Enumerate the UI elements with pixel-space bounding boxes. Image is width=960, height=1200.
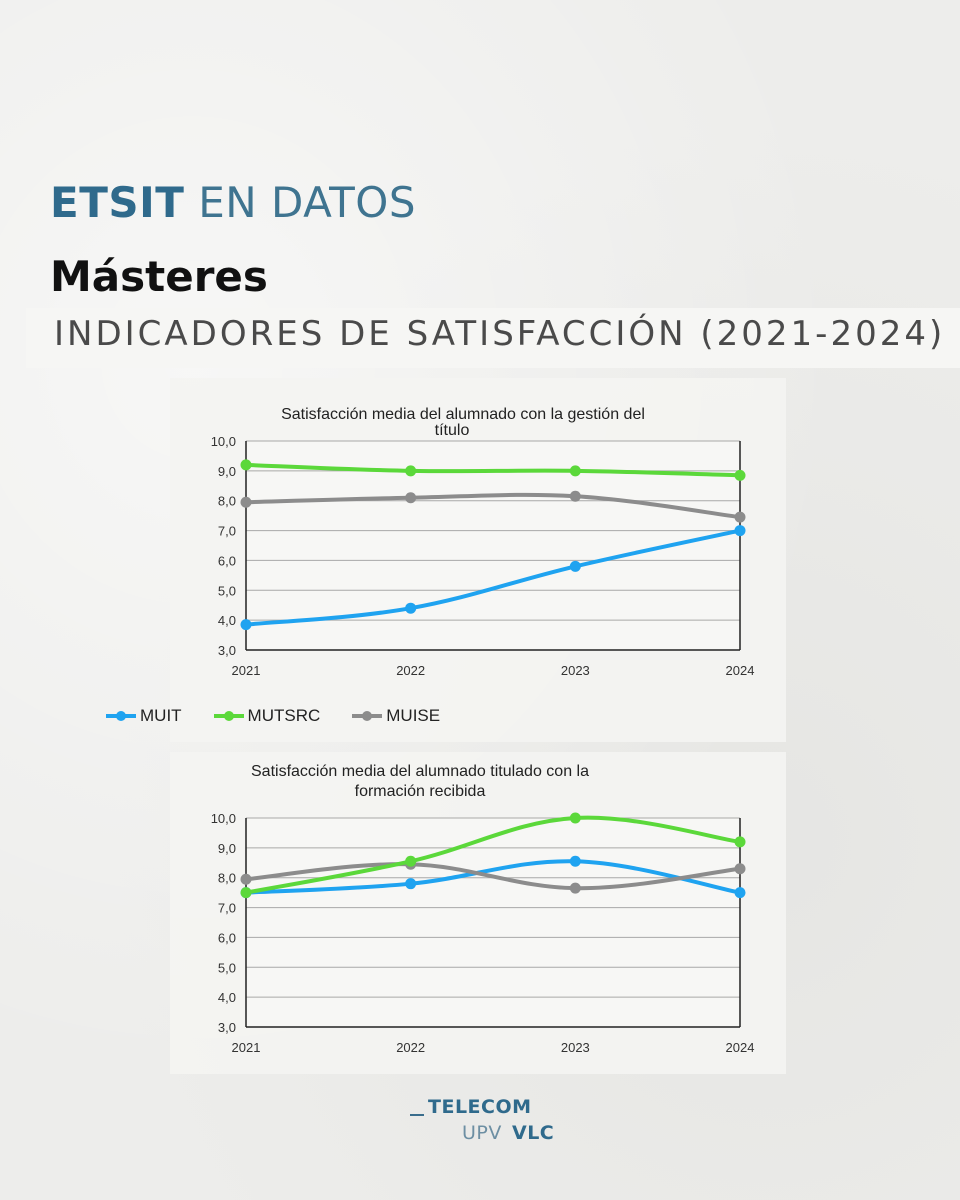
chart2-series-mutsrc-line	[244, 815, 742, 895]
logo-dash	[410, 1114, 424, 1116]
chart2-y-tick-label: 5,0	[218, 960, 236, 975]
chart2-series-muit-point	[569, 855, 581, 867]
chart1-y-tick-label: 3,0	[218, 643, 236, 658]
chart2-series-mutsrc-point	[569, 812, 581, 824]
legend-item-mutsrc: MUTSRC	[212, 706, 321, 726]
chart2-x-tick-label: 2021	[232, 1040, 261, 1055]
chart1-series-muit-point	[240, 619, 252, 631]
chart1-x-tick-label: 2021	[232, 663, 261, 678]
telecom-upv-vlc-logo: TELECOM UPV VLC	[410, 1096, 570, 1148]
header-brand-rest: EN DATOS	[198, 178, 416, 227]
chart2-y-tick-label: 6,0	[218, 930, 236, 945]
chart1-x-tick-label: 2024	[726, 663, 755, 678]
chart2-title-line1: Satisfacción media del alumnado titulado…	[251, 763, 589, 780]
chart2-title: Satisfacción media del alumnado titulado…	[190, 762, 650, 802]
chart2-series-mutsrc-point	[734, 836, 746, 848]
header-title: ETSIT EN DATOS	[50, 178, 416, 227]
chart1-plot-area	[246, 441, 740, 650]
banner-text: INDICADORES DE SATISFACCIÓN (2021-2024)	[54, 314, 946, 354]
chart2-series-muise-point	[734, 863, 746, 875]
chart1-series-muise-point	[569, 490, 581, 502]
chart2-x-tick-label: 2023	[561, 1040, 590, 1055]
chart1-series-muise-point	[240, 496, 252, 508]
chart2-series-muit-point	[405, 878, 417, 890]
chart1-y-tick-label: 5,0	[218, 583, 236, 598]
chart1-series-mutsrc-point	[405, 465, 417, 477]
legend-label-muise: MUISE	[386, 706, 441, 725]
chart2-y-tick-label: 10,0	[211, 811, 236, 826]
chart2-x-tick-label: 2022	[396, 1040, 425, 1055]
header-brand-bold: ETSIT	[50, 178, 185, 227]
section-title: Másteres	[50, 252, 268, 301]
chart2-y-tick-label: 9,0	[218, 841, 236, 856]
logo-telecom: TELECOM	[428, 1096, 532, 1118]
chart1-series-mutsrc-point	[734, 469, 746, 481]
chart1-series-muit-point	[569, 560, 581, 572]
chart1-series-muit-line	[244, 528, 742, 627]
chart2-series-muit-line	[244, 859, 742, 895]
chart1-title: Satisfacción media del alumnado con la g…	[233, 407, 693, 439]
chart1-y-tick-label: 9,0	[218, 464, 236, 479]
chart2-y-tick-label: 7,0	[218, 901, 236, 916]
chart1-x-tick-label: 2022	[396, 663, 425, 678]
legend-swatch-muise	[352, 711, 383, 721]
chart2-series-muit-point	[734, 887, 746, 899]
legend-swatch-mutsrc	[213, 711, 244, 721]
chart2-series-mutsrc-point	[405, 855, 417, 867]
chart2-series-mutsrc-point	[240, 887, 252, 899]
chart2-series-muise-point	[569, 882, 581, 894]
chart2-plot-area	[246, 818, 740, 1027]
chart2-y-tick-label: 4,0	[218, 990, 236, 1005]
chart2-y-tick-label: 3,0	[218, 1020, 236, 1035]
chart1-y-tick-label: 4,0	[218, 613, 236, 628]
legend-swatch-muit	[106, 711, 136, 721]
chart1-series-muise-point	[734, 511, 746, 523]
legend-label-mutsrc: MUTSRC	[247, 706, 321, 725]
chart-legend: MUIT MUTSRC MUISE	[104, 704, 470, 728]
chart1-series-muit-point	[405, 602, 417, 614]
legend-item-muise: MUISE	[350, 706, 440, 726]
legend-item-muit: MUIT	[104, 706, 182, 726]
chart1-x-tick-label: 2023	[561, 663, 590, 678]
chart1-title-line2: título	[434, 422, 470, 439]
chart1-y-tick-label: 7,0	[218, 524, 236, 539]
chart1-y-tick-label: 8,0	[218, 494, 236, 509]
chart2-x-tick-label: 2024	[726, 1040, 755, 1055]
chart1-series-mutsrc-point	[569, 465, 581, 477]
chart2-title-line2: formación recibida	[354, 783, 486, 800]
logo-upv: UPV	[462, 1122, 502, 1144]
logo-vlc: VLC	[512, 1122, 555, 1144]
indicators-banner: INDICADORES DE SATISFACCIÓN (2021-2024)	[26, 308, 960, 368]
chart1-series-mutsrc-line	[244, 462, 742, 478]
chart1-series-mutsrc-point	[240, 459, 252, 471]
chart1-y-tick-label: 10,0	[211, 434, 236, 449]
legend-label-muit: MUIT	[140, 706, 182, 725]
chart1-series-muise-line	[244, 492, 742, 520]
chart2-y-tick-label: 8,0	[218, 871, 236, 886]
chart1-series-muise-point	[405, 492, 417, 504]
chart2-series-muise-line	[244, 862, 742, 891]
chart1-title-line1: Satisfacción media del alumnado con la g…	[281, 406, 645, 423]
chart2-series-muise-point	[240, 873, 252, 885]
chart1-series-muit-point	[734, 525, 746, 537]
chart1-y-tick-label: 6,0	[218, 553, 236, 568]
